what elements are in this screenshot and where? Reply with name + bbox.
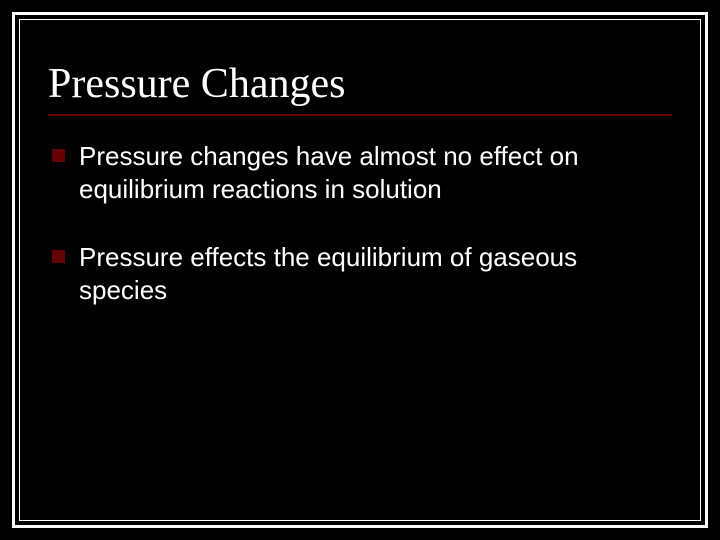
bullet-text: Pressure changes have almost no effect o… — [79, 140, 672, 205]
square-bullet-icon — [52, 149, 65, 162]
square-bullet-icon — [52, 250, 65, 263]
list-item: Pressure changes have almost no effect o… — [48, 140, 672, 205]
slide-title: Pressure Changes — [48, 60, 672, 108]
bullet-list: Pressure changes have almost no effect o… — [48, 140, 672, 306]
list-item: Pressure effects the equilibrium of gase… — [48, 241, 672, 306]
slide-inner-frame: Pressure Changes Pressure changes have a… — [19, 19, 701, 521]
bullet-text: Pressure effects the equilibrium of gase… — [79, 241, 672, 306]
title-underline — [48, 114, 672, 116]
slide-outer-frame: Pressure Changes Pressure changes have a… — [12, 12, 708, 528]
